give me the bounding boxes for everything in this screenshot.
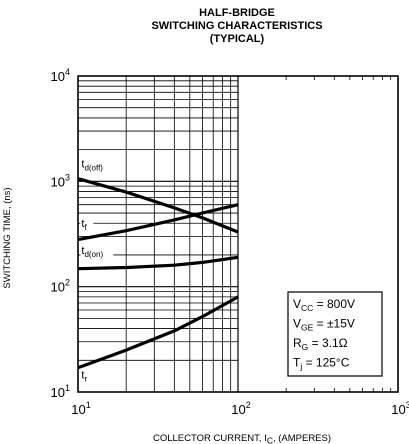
condition-symbol: R [293, 336, 302, 350]
series-label-main: t [81, 245, 84, 257]
chart-title-line-1: HALF-BRIDGE [199, 7, 275, 19]
condition-line: RG = 3.1Ω [293, 336, 348, 352]
condition-line: Tj = 125°C [293, 356, 350, 372]
series-label-background [80, 243, 114, 258]
x-tick-exponent: 2 [246, 400, 251, 410]
y-tick-label: 101 [51, 383, 70, 400]
series-label-background [80, 157, 119, 172]
series-label-t-f: tf [81, 218, 87, 232]
condition-value: = ±15V [313, 317, 355, 331]
condition-subscript: j [299, 362, 302, 372]
condition-line: VGE = ±15V [293, 317, 355, 333]
condition-subscript: G [302, 342, 309, 352]
series-label-sub: f [84, 223, 87, 232]
series-line-t-d(on) [77, 255, 239, 271]
series-label-background [80, 216, 94, 231]
condition-value: = 800V [313, 297, 355, 311]
x-tick-exponent: 1 [86, 400, 91, 410]
x-tick-base: 10 [231, 402, 245, 417]
chart-title-line-2: SWITCHING CHARACTERISTICS [151, 20, 322, 32]
x-axis-label: COLLECTOR CURRENT, IC, (AMPERES) [153, 433, 331, 444]
series-lines [77, 177, 239, 370]
y-tick-base: 10 [51, 174, 65, 189]
x-tick-label: 101 [71, 400, 90, 417]
series-label-background [80, 368, 94, 383]
series-line-t-d(off) [77, 177, 239, 234]
y-tick-exponent: 3 [65, 172, 70, 182]
condition-symbol: T [293, 356, 301, 370]
series-label-main: t [81, 369, 84, 381]
series-line-t-f [77, 203, 239, 242]
series-line-t-r [77, 295, 239, 370]
condition-value: = 125°C [302, 356, 349, 370]
condition-symbol: V [293, 317, 301, 331]
x-tick-label: 103 [391, 400, 409, 417]
y-tick-exponent: 4 [65, 67, 70, 77]
y-tick-base: 10 [51, 280, 65, 295]
series-label-main: t [81, 159, 84, 171]
series-label-main: t [81, 218, 84, 230]
x-tick-label: 102 [231, 400, 250, 417]
series-label-t-r: tr [81, 369, 87, 383]
condition-subscript: GE [301, 323, 314, 333]
chart-title: HALF-BRIDGE SWITCHING CHARACTERISTICS (T… [151, 7, 322, 45]
y-tick-label: 103 [51, 172, 70, 189]
condition-line: VCC = 800V [293, 297, 355, 313]
y-tick-exponent: 2 [65, 278, 70, 288]
y-tick-base: 10 [51, 69, 65, 84]
series-label-sub: d(off) [84, 164, 103, 173]
chart-title-line-3: (TYPICAL) [210, 33, 265, 45]
condition-symbol: V [293, 297, 301, 311]
y-tick-base: 10 [51, 385, 65, 400]
series-label-t-d(on): td(on) [81, 245, 103, 259]
x-tick-exponent: 3 [406, 400, 409, 410]
x-axis-label-suffix: , (AMPERES) [273, 433, 331, 444]
y-axis-label: SWITCHING TIME, (ns) [2, 187, 13, 288]
series-label-sub: r [84, 374, 87, 383]
series-label-t-d(off): td(off) [81, 159, 103, 173]
x-tick-base: 10 [71, 402, 85, 417]
y-tick-label: 104 [51, 67, 70, 84]
x-tick-base: 10 [391, 402, 405, 417]
series-label-sub: d(on) [84, 250, 103, 259]
x-axis-label-main: COLLECTOR CURRENT, I [153, 433, 267, 444]
condition-subscript: CC [301, 303, 313, 313]
condition-value: = 3.1Ω [308, 336, 347, 350]
x-axis-label-sub: C [267, 436, 273, 444]
conditions-box-frame [287, 291, 383, 377]
plot-frame [77, 75, 399, 393]
y-tick-label: 102 [51, 278, 70, 295]
y-tick-exponent: 1 [65, 383, 70, 393]
